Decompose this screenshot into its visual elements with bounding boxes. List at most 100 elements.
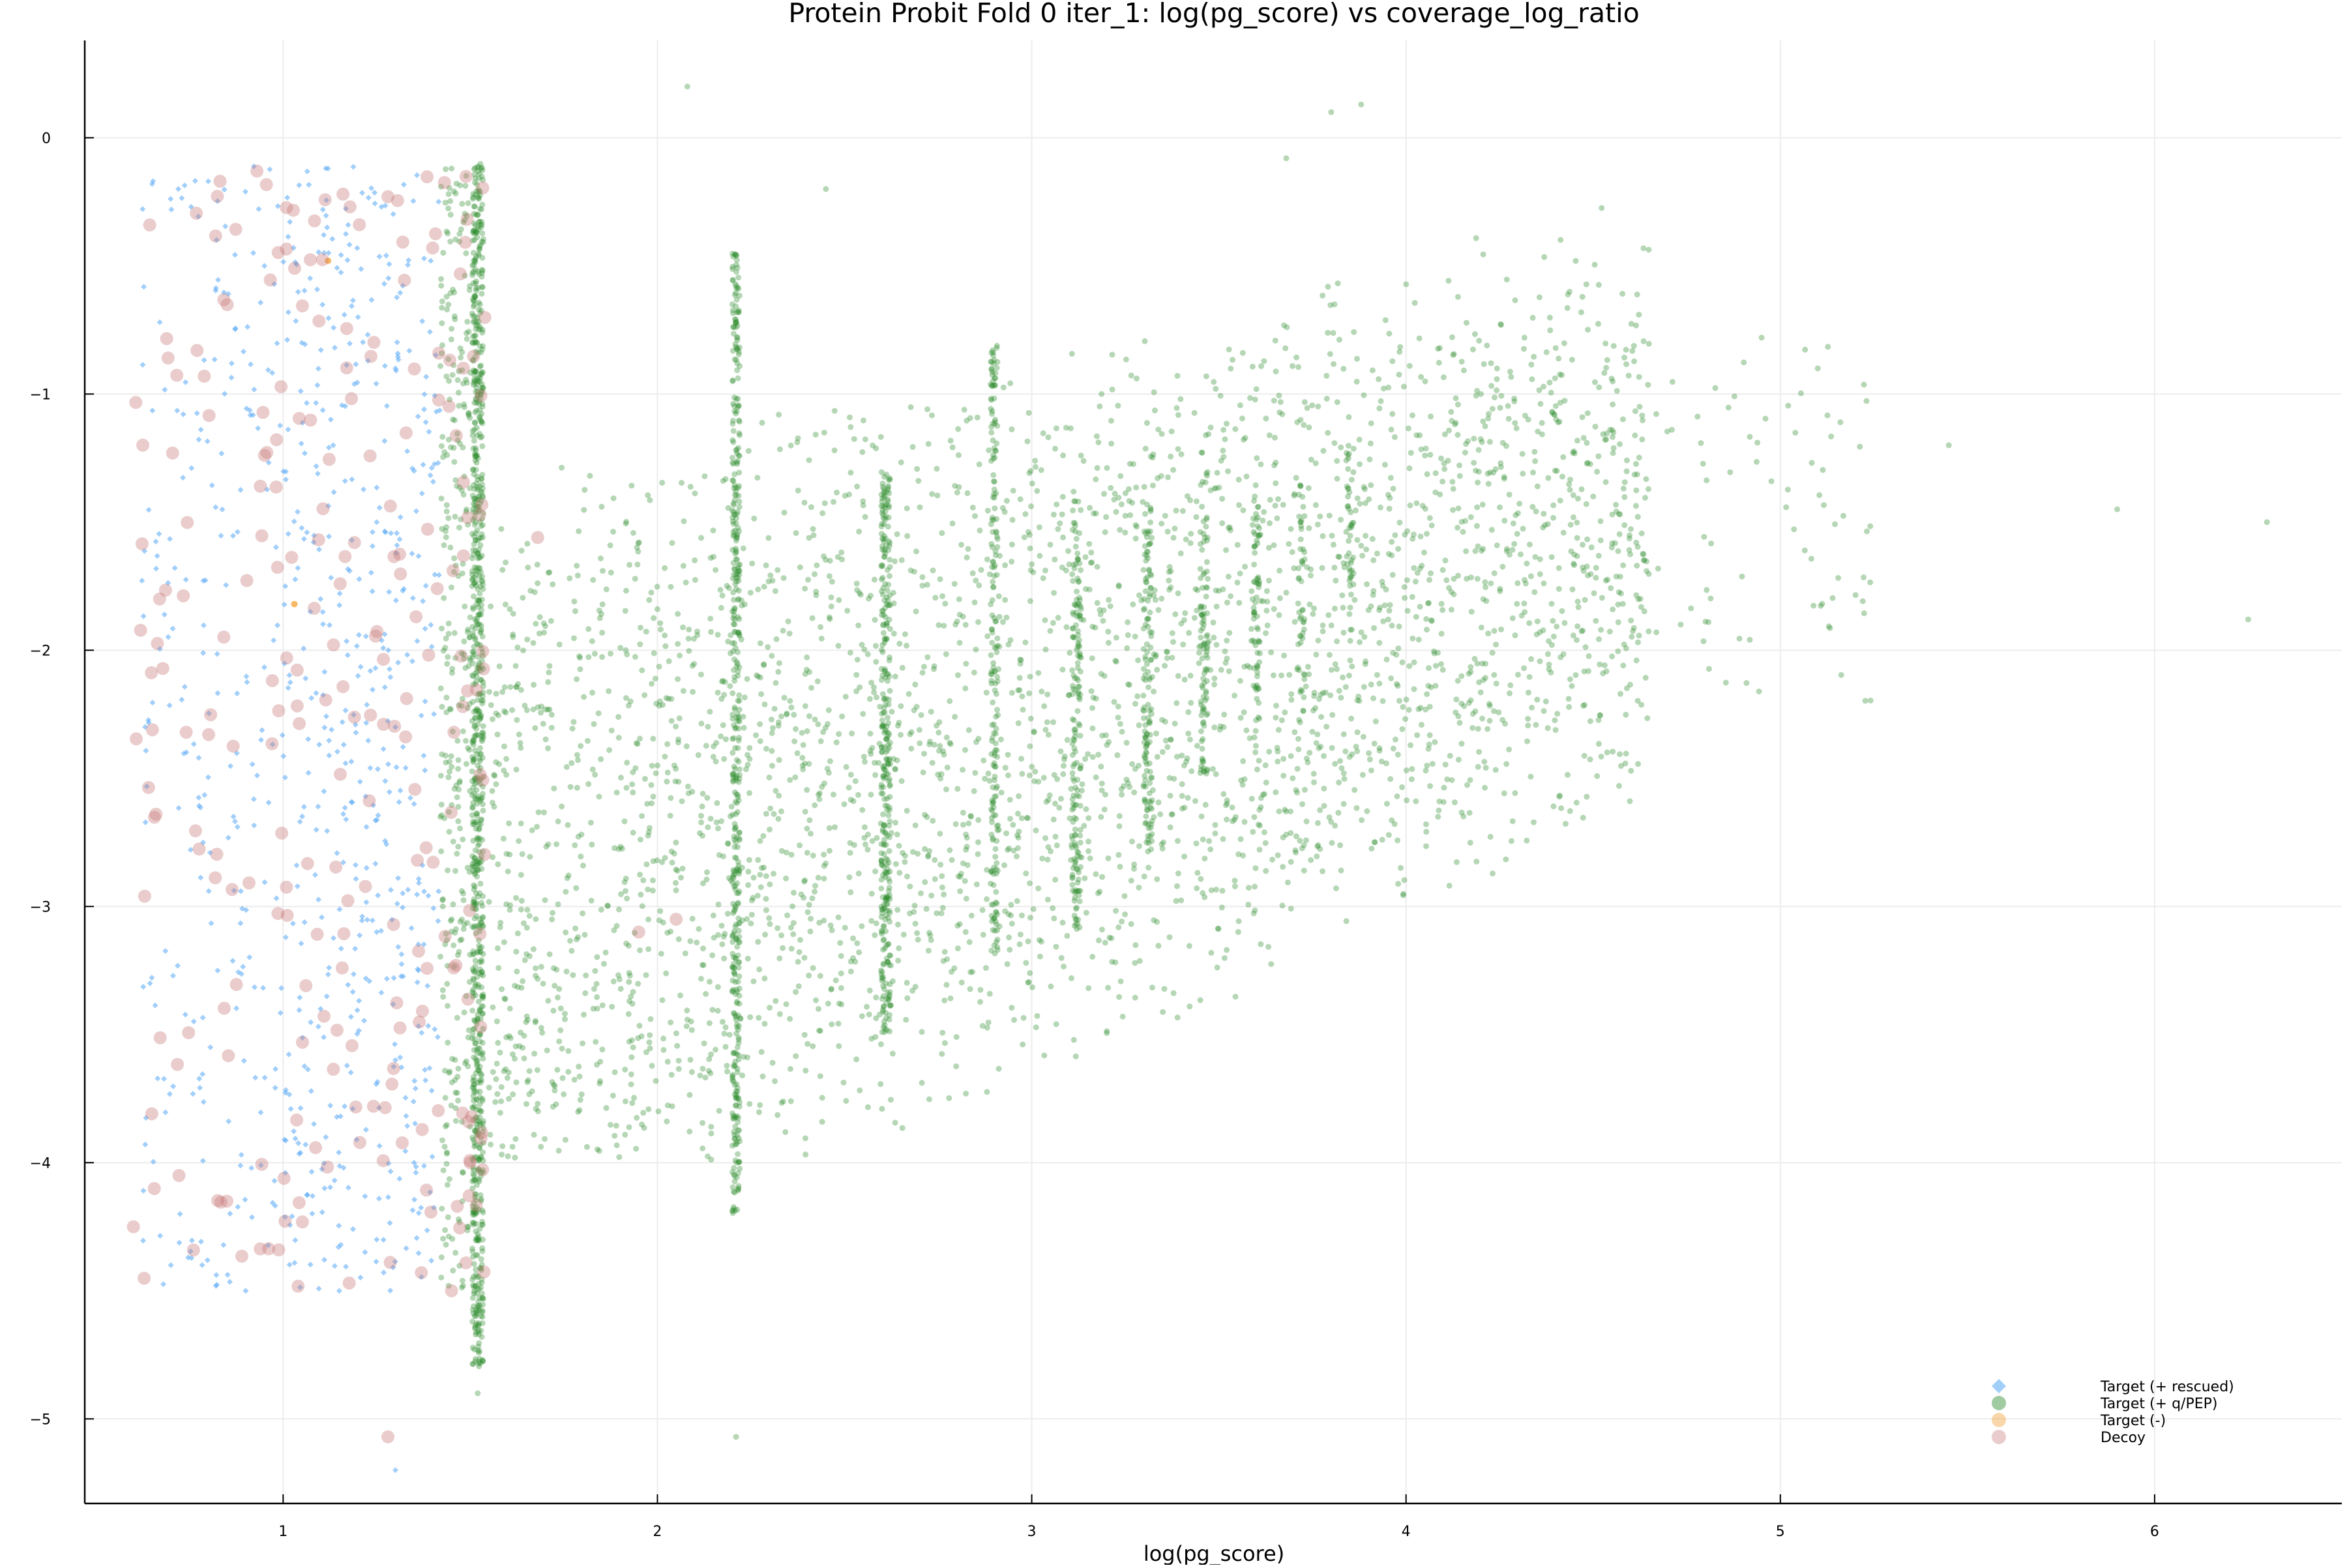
target-qpep-point — [1172, 612, 1178, 617]
target-qpep-point — [580, 910, 585, 916]
target-qpep-point — [1277, 568, 1282, 574]
target-qpep-point — [1023, 870, 1029, 876]
target-qpep-point — [495, 965, 501, 971]
target-qpep-point — [1213, 771, 1219, 777]
target-qpep-point — [599, 654, 605, 660]
target-qpep-point — [1569, 586, 1575, 592]
target-qpep-point — [1256, 525, 1262, 531]
target-qpep-point — [736, 973, 742, 979]
target-qpep-point — [1198, 728, 1204, 734]
target-qpep-point — [1346, 611, 1352, 617]
target-qpep-point — [1292, 619, 1298, 625]
target-qpep-point — [589, 842, 595, 848]
target-qpep-point — [450, 372, 456, 378]
target-qpep-point — [464, 330, 469, 336]
target-qpep-point — [730, 988, 735, 994]
target-qpep-point — [803, 1151, 808, 1157]
target-qpep-point — [1552, 376, 1558, 381]
target-qpep-point — [955, 945, 961, 951]
target-qpep-point — [1142, 543, 1148, 549]
target-qpep-point — [1001, 385, 1007, 391]
target-qpep-point — [1145, 598, 1151, 604]
target-qpep-point — [534, 824, 540, 830]
target-qpep-point — [1267, 497, 1273, 503]
target-qpep-point — [736, 308, 742, 314]
target-qpep-point — [767, 572, 773, 578]
target-qpep-point — [877, 741, 883, 747]
target-qpep-point — [887, 879, 893, 885]
target-qpep-point — [464, 336, 470, 342]
target-qpep-point — [1072, 726, 1078, 732]
target-qpep-point — [1550, 502, 1556, 508]
target-qpep-point — [819, 1119, 825, 1125]
target-qpep-point — [1074, 708, 1080, 714]
target-qpep-point — [730, 690, 735, 696]
target-qpep-point — [1610, 748, 1616, 754]
target-qpep-point — [1485, 415, 1491, 421]
target-qpep-point — [1071, 745, 1077, 751]
target-qpep-point — [614, 1142, 620, 1148]
target-qpep-point — [833, 977, 839, 983]
target-qpep-point — [730, 478, 736, 484]
target-qpep-point — [726, 505, 731, 511]
target-qpep-point — [623, 608, 628, 614]
target-qpep-point — [1341, 801, 1347, 807]
target-qpep-point — [732, 1050, 738, 1056]
target-qpep-point — [944, 735, 950, 741]
target-qpep-point — [1423, 829, 1429, 835]
target-qpep-point — [1594, 773, 1600, 779]
target-qpep-point — [469, 1008, 475, 1014]
target-qpep-point — [1333, 578, 1338, 584]
target-qpep-point — [881, 923, 887, 928]
target-qpep-point — [980, 907, 986, 913]
target-qpep-point — [810, 526, 816, 532]
target-qpep-point — [479, 443, 485, 449]
target-qpep-point — [1240, 782, 1246, 788]
target-qpep-point — [1081, 823, 1087, 829]
target-qpep-point — [1066, 561, 1072, 567]
target-qpep-point — [890, 978, 896, 984]
target-qpep-point — [732, 281, 738, 287]
target-qpep-point — [503, 756, 509, 762]
target-qpep-point — [991, 871, 997, 877]
target-qpep-point — [996, 593, 1002, 599]
target-qpep-point — [1299, 608, 1305, 614]
target-qpep-point — [1252, 494, 1258, 499]
target-qpep-point — [1297, 483, 1303, 489]
target-qpep-point — [440, 454, 446, 460]
target-qpep-point — [564, 764, 570, 770]
target-qpep-point — [1610, 402, 1616, 407]
target-qpep-point — [1045, 434, 1051, 440]
target-qpep-point — [737, 1138, 743, 1144]
target-qpep-point — [1147, 610, 1153, 615]
target-qpep-point — [730, 589, 736, 595]
target-qpep-point — [685, 83, 690, 89]
target-qpep-point — [1633, 488, 1639, 494]
target-qpep-point — [872, 932, 878, 938]
target-qpep-point — [571, 635, 577, 641]
target-qpep-point — [442, 1068, 448, 1074]
target-qpep-point — [1424, 471, 1430, 477]
target-qpep-point — [455, 766, 461, 772]
target-qpep-point — [1075, 665, 1081, 671]
target-qpep-point — [884, 595, 890, 600]
target-qpep-point — [838, 953, 844, 959]
target-qpep-point — [1123, 490, 1129, 496]
target-qpep-point — [735, 274, 741, 280]
target-qpep-point — [471, 438, 477, 444]
target-qpep-point — [477, 966, 483, 972]
target-qpep-point — [473, 278, 479, 284]
target-qpep-point — [1145, 865, 1151, 870]
target-qpep-point — [881, 837, 887, 843]
target-qpep-point — [1642, 495, 1648, 501]
target-qpep-point — [465, 200, 471, 206]
target-qpep-point — [986, 447, 992, 453]
target-qpep-point — [834, 490, 840, 496]
target-qpep-point — [990, 762, 996, 768]
target-qpep-point — [811, 533, 817, 539]
target-qpep-point — [634, 1115, 640, 1121]
target-qpep-point — [1211, 724, 1217, 730]
target-qpep-point — [829, 579, 835, 585]
target-qpep-point — [1306, 525, 1312, 531]
target-qpep-point — [789, 946, 795, 952]
